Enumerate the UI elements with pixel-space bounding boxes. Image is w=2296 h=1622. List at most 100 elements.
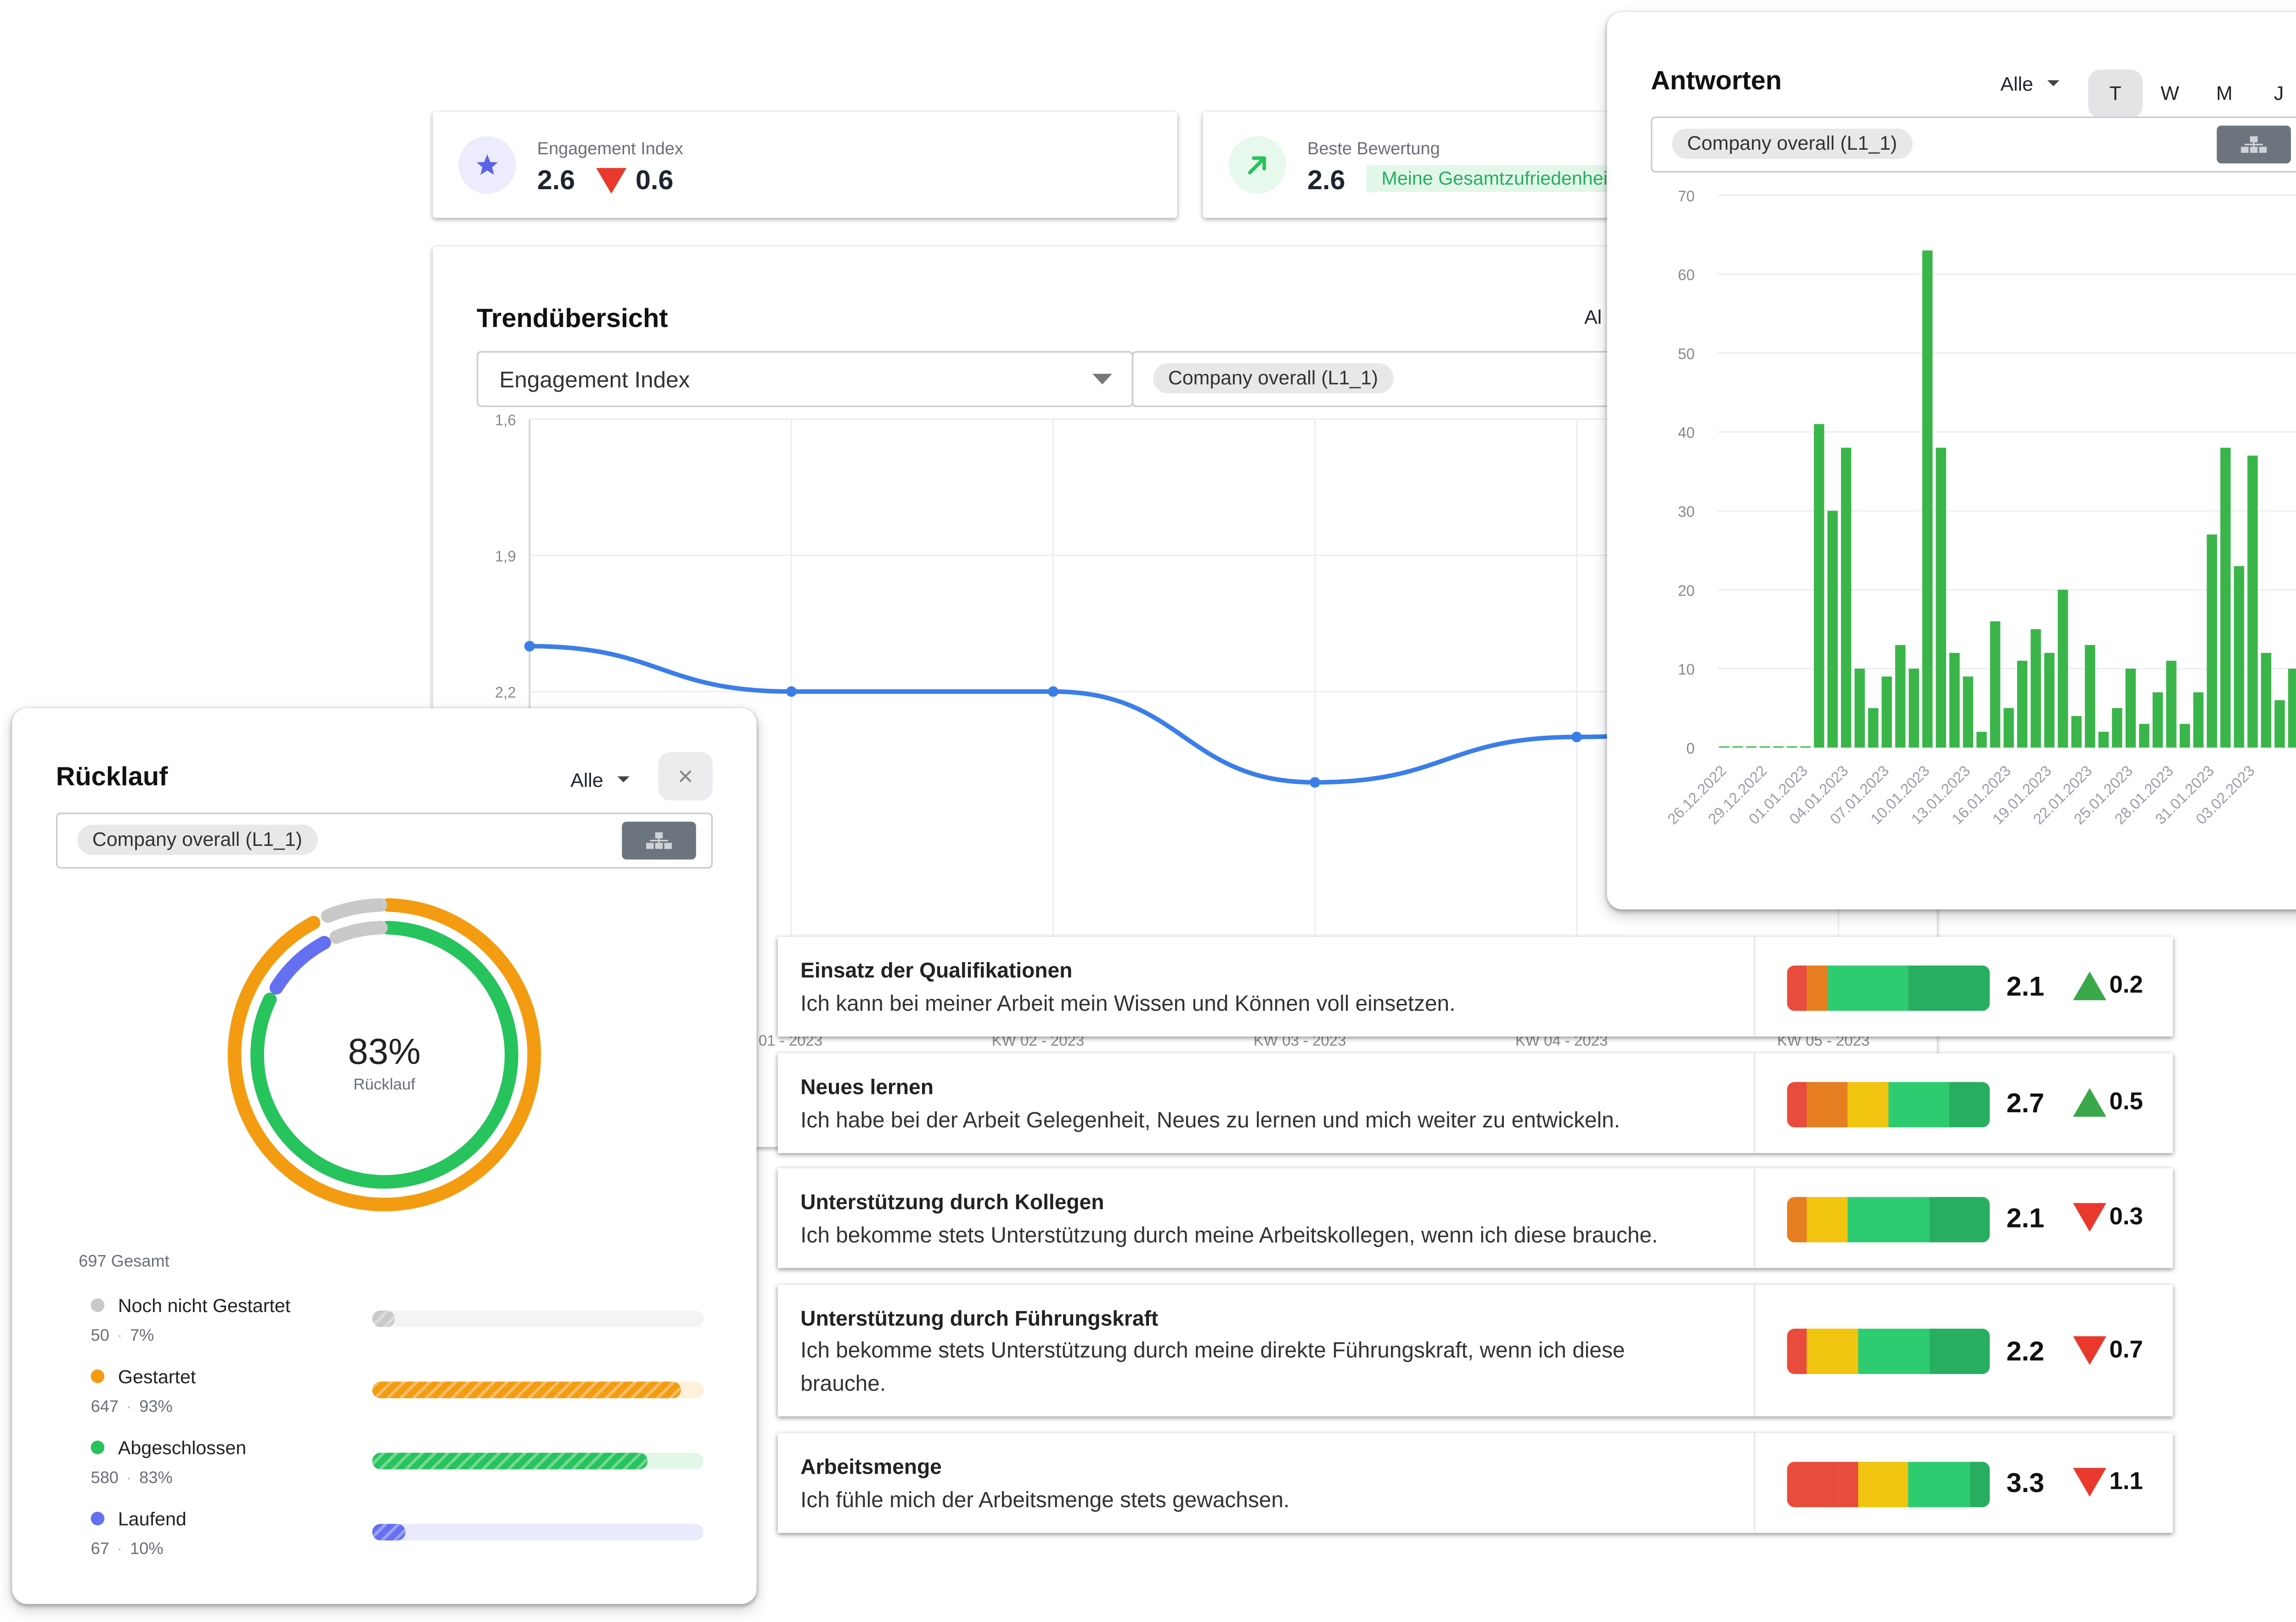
rating-segment [1787,1082,1807,1127]
bar[interactable] [2179,724,2190,748]
bar[interactable] [2166,660,2177,748]
y-tick-label: 10 [1678,661,1695,678]
response-rate-filter[interactable]: Alle [570,769,630,791]
bar[interactable] [2274,700,2285,748]
bar[interactable] [1976,732,1987,748]
bar[interactable] [2003,708,2014,748]
data-point[interactable] [524,641,535,652]
donut-segment-gestartet[interactable] [227,898,541,1211]
legend-count: 50 [90,1327,110,1346]
tab-j[interactable]: J [2273,81,2284,105]
bar[interactable] [1827,511,1838,748]
bar[interactable] [2288,669,2296,748]
up-triangle-icon [2073,1088,2106,1124]
bar[interactable] [1908,669,1919,748]
question-row[interactable]: Neues lernen Ich habe bei der Arbeit Gele… [777,1053,2173,1153]
legend-percent: 10% [130,1540,163,1559]
bar[interactable] [1814,424,1824,748]
bar[interactable] [2098,732,2109,748]
trend-filter[interactable]: Al [1584,305,1602,329]
bar[interactable] [1963,676,1974,748]
bar[interactable] [1949,653,1960,748]
bar[interactable] [1733,746,1743,748]
close-button[interactable] [658,752,713,801]
org-pill[interactable]: Company overall (L1_1) [77,824,318,855]
question-delta: 0.5 [2109,1089,2143,1115]
bar[interactable] [1854,669,1865,748]
bar[interactable] [1746,746,1757,748]
rating-segment [1858,1462,1909,1508]
bar[interactable] [2206,534,2217,748]
bar[interactable] [2193,692,2204,748]
row-separator [1754,1053,1756,1153]
bar[interactable] [2152,692,2163,748]
bar[interactable] [2017,660,2028,748]
tab-t[interactable]: T [2088,69,2143,118]
down-triangle-icon [2073,1203,2106,1239]
responses-title: Antworten [1651,65,1782,96]
question-row[interactable]: Unterstützung durch Führungskraft Ich bek… [777,1284,2173,1417]
dot-separator: · [126,1469,132,1488]
question-text: Ich bekomme stets Unterstützung durch me… [800,1224,1658,1249]
down-triangle-icon [2073,1468,2106,1504]
tab-w[interactable]: W [2161,81,2179,105]
bar[interactable] [2071,716,2082,748]
org-pill[interactable]: Company overall (L1_1) [1672,129,1913,159]
bar[interactable] [1760,746,1770,748]
bar[interactable] [1895,645,1906,748]
bar[interactable] [1787,746,1797,748]
down-triangle-icon [2073,1336,2106,1373]
kpi-delta: 0.6 [635,165,674,196]
legend-dot [90,1441,105,1454]
org-tree-button[interactable] [2217,125,2291,163]
bar[interactable] [2031,629,2041,748]
metric-select[interactable]: Engagement Index [476,351,1134,407]
rating-segment [1908,965,1990,1011]
bar[interactable] [2234,566,2245,748]
legend-dot [90,1369,105,1383]
org-pill[interactable]: Company overall (L1_1) [1153,363,1394,394]
data-point[interactable] [1047,686,1058,697]
question-row[interactable]: Einsatz der Qualifikationen Ich kann bei … [777,936,2173,1037]
donut-segment-laufend[interactable] [269,935,332,995]
bar[interactable] [1800,746,1811,748]
question-row[interactable]: Arbeitsmenge Ich fühle mich der Arbeitsme… [777,1433,2173,1533]
bar[interactable] [2139,724,2150,748]
org-filter-field[interactable]: Company overall (L1_1) [1651,116,2296,173]
bar[interactable] [2044,653,2055,748]
bar[interactable] [1922,250,1933,748]
response-rate-donut [227,898,541,1211]
donut-segment-rest[interactable] [329,921,388,944]
response-rate-filter-label: Alle [570,768,603,792]
bar[interactable] [1773,746,1784,748]
question-delta: 1.1 [2109,1469,2143,1495]
y-tick-label: 70 [1678,187,1695,204]
bar[interactable] [2058,590,2068,748]
bar[interactable] [2125,669,2136,748]
tab-m[interactable]: M [2216,81,2233,105]
bar[interactable] [1841,447,1851,748]
data-point[interactable] [786,686,797,697]
org-tree-button[interactable] [622,822,696,860]
legend-dot [90,1511,105,1526]
question-row[interactable]: Unterstützung durch Kollegen Ich bekomme … [777,1168,2173,1268]
bar[interactable] [1719,746,1730,748]
kpi-card-engagement[interactable]: Engagement Index 2.6 0.6 [433,112,1177,218]
bar[interactable] [2112,708,2122,748]
donut-segment-noch-nicht-gestartet[interactable] [321,898,388,923]
bar[interactable] [2247,456,2258,748]
dot-separator: · [117,1327,123,1346]
bar[interactable] [2220,447,2231,748]
org-filter-field[interactable]: Company overall (L1_1) [56,812,713,869]
data-point[interactable] [1309,777,1321,788]
data-point[interactable] [1571,732,1582,743]
bar[interactable] [2085,645,2095,748]
donut-segment-abgeschlossen[interactable] [250,921,518,1189]
responses-filter[interactable]: Alle [2000,73,2060,96]
question-title: Einsatz der Qualifikationen [800,957,1073,982]
bar[interactable] [1881,676,1892,748]
bar[interactable] [1990,621,2001,748]
bar[interactable] [1868,708,1879,748]
bar[interactable] [1936,447,1947,748]
bar[interactable] [2261,653,2272,748]
